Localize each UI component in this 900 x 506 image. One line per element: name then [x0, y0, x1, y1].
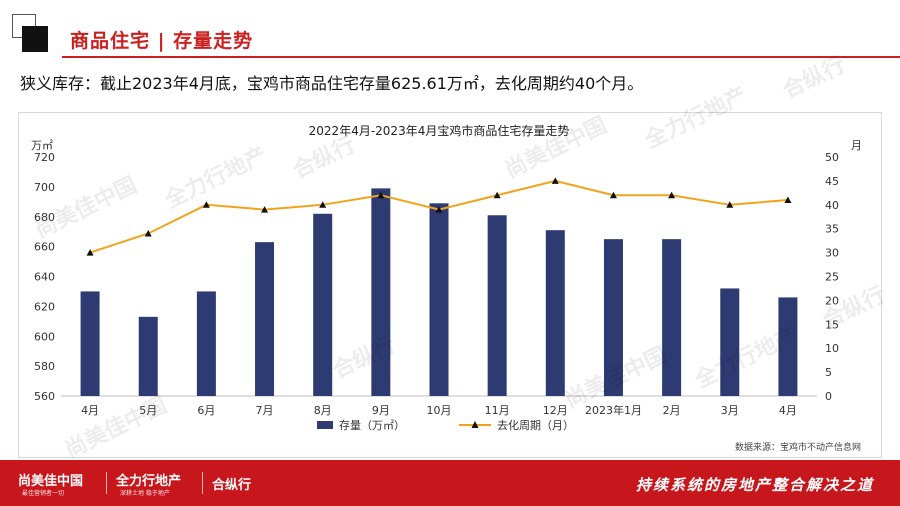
- data-source-note: 数据来源：宝鸡市不动产信息网: [735, 441, 861, 453]
- line-point: [551, 177, 559, 184]
- line-point: [377, 191, 385, 199]
- summary-text: 狭义库存：截止2023年4月底，宝鸡市商品住宅存量625.61万㎡，去化周期约4…: [20, 74, 644, 93]
- bar: [778, 297, 798, 396]
- x-tick-label: 2023年1月: [585, 403, 642, 417]
- bar: [603, 239, 623, 396]
- y-left-tick-label: 560: [34, 390, 55, 403]
- legend-swatch-bar: [317, 421, 333, 429]
- x-tick-label: 6月: [197, 404, 215, 417]
- x-tick-label: 4月: [81, 404, 99, 417]
- x-tick-label: 10月: [427, 404, 452, 417]
- x-tick-label: 11月: [485, 404, 510, 417]
- y-left-tick-label: 600: [34, 330, 55, 343]
- footer-brand-quanlixing-sub: 深耕土地 稳于地产: [120, 490, 170, 497]
- bar: [80, 291, 100, 396]
- y-left-tick-label: 700: [34, 181, 55, 194]
- header-square-fill-icon: [22, 26, 48, 52]
- y-left-tick-label: 620: [34, 300, 55, 313]
- footer-brand-shangmeijia: 尚美佳中国: [18, 474, 84, 489]
- y-left-tick-label: 680: [34, 211, 55, 224]
- y-left-tick-label: 580: [34, 360, 55, 373]
- footer-brand-hezongxing: 合纵行: [212, 478, 252, 493]
- y-right-tick-label: 0: [825, 390, 832, 403]
- y-left-tick-label: 640: [34, 271, 55, 284]
- line-point: [86, 249, 94, 256]
- line-point: [319, 201, 327, 208]
- bar: [313, 213, 333, 396]
- legend-label-line: 去化周期（月）: [497, 418, 574, 432]
- y-right-tick-label: 5: [825, 366, 832, 379]
- x-tick-label: 2月: [663, 404, 681, 417]
- line-point: [493, 191, 501, 199]
- y-right-tick-label: 30: [825, 247, 839, 260]
- x-tick-label: 5月: [139, 404, 157, 417]
- legend-label-bar: 存量（万㎡）: [339, 418, 405, 432]
- bar: [371, 188, 391, 396]
- footer-separator: [202, 472, 203, 494]
- footer-separator: [106, 472, 107, 494]
- y-right-tick-label: 35: [825, 223, 839, 236]
- footer-slogan: 持续系统的房地产整合解决之道: [635, 476, 874, 494]
- bar: [720, 288, 740, 396]
- line-point: [144, 229, 152, 237]
- header-divider: [62, 56, 900, 58]
- x-tick-label: 4月: [779, 404, 797, 417]
- y-right-tick-label: 40: [825, 199, 839, 212]
- x-tick-label: 9月: [372, 404, 390, 417]
- bar: [429, 203, 449, 396]
- y-right-tick-label: 20: [825, 294, 839, 307]
- page-header: 商品住宅 | 存量走势: [0, 0, 900, 62]
- y-right-axis-label: 月: [851, 139, 862, 152]
- legend-swatch-marker: [471, 421, 479, 428]
- y-right-tick-label: 25: [825, 271, 839, 284]
- bar: [196, 291, 216, 396]
- line-point: [668, 191, 676, 199]
- y-left-tick-label: 720: [34, 151, 55, 164]
- y-right-tick-label: 10: [825, 342, 839, 355]
- chart-title: 2022年4月-2023年4月宝鸡市商品住宅存量走势: [309, 123, 570, 138]
- footer-bar: 尚美佳中国 最佳营销者一切 全力行地产 深耕土地 稳于地产 合纵行 持续系统的房…: [0, 460, 900, 506]
- y-right-tick-label: 15: [825, 318, 839, 331]
- bar: [662, 239, 682, 396]
- bar: [255, 242, 275, 396]
- y-left-tick-label: 660: [34, 241, 55, 254]
- x-tick-label: 3月: [721, 404, 739, 417]
- footer-brand-quanlixing: 全力行地产: [116, 474, 182, 489]
- x-tick-label: 8月: [314, 404, 332, 417]
- x-tick-label: 7月: [256, 404, 274, 417]
- bar: [545, 230, 565, 396]
- y-left-axis-label: 万㎡: [31, 139, 53, 152]
- line-point: [609, 191, 617, 199]
- footer-brand-shangmeijia-sub: 最佳营销者一切: [22, 490, 65, 497]
- page-title: 商品住宅 | 存量走势: [70, 30, 254, 52]
- line-point: [202, 201, 210, 208]
- line-point: [784, 196, 792, 204]
- y-right-tick-label: 50: [825, 151, 839, 164]
- chart-panel: 2022年4月-2023年4月宝鸡市商品住宅存量走势万㎡ 月 720 700 680 66…: [18, 112, 882, 458]
- line-point: [726, 201, 734, 208]
- line-point: [261, 206, 269, 213]
- line-point: [435, 206, 443, 213]
- bar: [138, 316, 158, 396]
- y-right-tick-label: 45: [825, 175, 839, 188]
- x-tick-label: 12月: [543, 404, 568, 417]
- bar: [487, 215, 507, 396]
